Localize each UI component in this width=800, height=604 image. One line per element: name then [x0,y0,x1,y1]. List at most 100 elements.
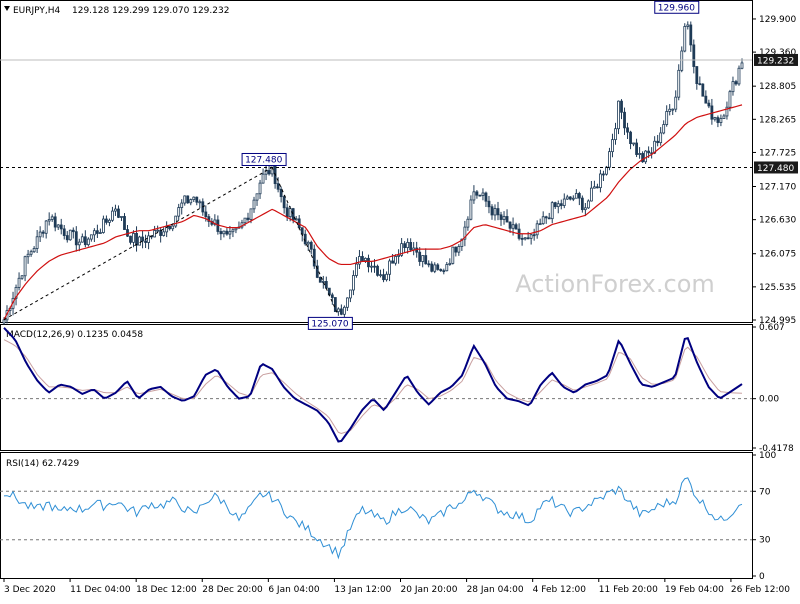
price-tick-label: 127.725 [759,148,796,158]
candle-body [352,275,355,291]
candle-body [466,218,470,228]
macd-layer: 0.607 0.00 -0.4178 [0,323,794,454]
candle-body [520,237,524,240]
candle-body [20,275,24,279]
candle-body [644,150,648,163]
candle-body [574,193,578,199]
price-panel-frame [0,0,753,323]
candle-body [114,208,117,212]
candle-body [47,219,51,222]
candle-body [442,270,446,273]
candle-body [159,229,163,236]
rsi-line [3,477,743,560]
macd-main-line [3,327,743,443]
candle-body [502,216,506,220]
time-tick-label: 20 Jan 20:00 [401,585,458,595]
candle-body [406,242,410,248]
candle-body [614,128,617,141]
candle-body [544,216,548,219]
candle-body [111,210,114,221]
candle-body [532,234,536,237]
price-tick-label: 125.535 [759,283,796,293]
candle-body [629,131,632,145]
candle-body [656,140,660,144]
candle-body [330,294,334,298]
candle-body [707,102,711,107]
candle-body [593,186,596,189]
candle-body [65,235,69,241]
candle-body [686,24,690,27]
time-tick-label: 11 Feb 20:00 [599,585,658,595]
candle-body [105,218,108,223]
candle-body [379,274,382,277]
candle-body [599,173,602,189]
candle-body [605,166,608,175]
candle-body [228,231,232,235]
candle-body [261,173,265,184]
candle-body [318,277,322,283]
annotation-label: 127.480 [245,155,282,165]
candle-body [345,297,349,308]
candle-body [391,260,394,264]
candle-body [388,260,391,275]
candle-body [481,192,485,196]
macd-title: MACD(12,26,9) 0.1235 0.0458 [6,330,143,340]
candle-body [547,217,551,220]
candle-body [475,191,479,196]
candle-body [538,223,542,226]
candle-body [74,231,78,246]
candle-body [626,127,629,133]
candle-body [638,153,641,155]
rsi-title: RSI(14) 62.7429 [6,459,79,469]
candle-body [86,238,90,246]
ohlc-readout: 129.128 129.299 129.070 129.232 [72,6,229,16]
candle-body [102,218,105,233]
price-tick-label: 129.360 [759,48,796,58]
candle-body [662,124,666,134]
candle-body [635,142,638,155]
candle-body [144,240,147,243]
candle-body [668,108,672,112]
candle-body [409,242,413,251]
candle-body [50,216,54,220]
candle-body [321,281,325,283]
candle-body [535,223,539,236]
candle-body [602,173,605,176]
price-overlays: 127.480 129.232 127.480 125.070 129.960 [0,0,798,330]
trend-line-up [3,167,273,321]
candle-body [23,256,27,277]
candle-body [92,230,96,236]
candle-body [490,206,494,216]
price-tick-label: 128.805 [759,82,796,92]
time-tick-label: 28 Jan 04:00 [467,585,524,595]
candle-body [433,264,437,272]
time-tick-label: 6 Jan 04:00 [268,585,320,595]
candle-body [469,199,473,220]
candle-body [141,236,144,242]
candle-body [306,241,310,245]
candle-body [445,264,449,272]
candle-body [38,231,42,238]
level-badge [754,161,798,174]
candle-body [183,195,187,204]
candle-body [349,289,352,299]
candle-body [647,150,651,154]
candle-body [29,251,33,255]
dropdown-arrow-icon[interactable] [4,6,10,11]
annotation-box [241,152,287,166]
rsi-tick-label: 100 [759,451,776,461]
candle-body [17,277,21,288]
candle-body [189,199,193,204]
candle-body [35,236,39,249]
candle-body [135,232,138,246]
candle-body [583,207,587,211]
time-axis: 3 Dec 2020 11 Dec 04:00 18 Dec 12:00 28 Dec… [3,578,790,595]
candle-body [282,196,286,209]
candle-body [342,306,346,315]
candle-body [279,188,283,198]
candle-body [249,208,253,220]
time-tick-label: 28 Dec 20:00 [202,585,263,595]
annotation-box [307,316,353,330]
